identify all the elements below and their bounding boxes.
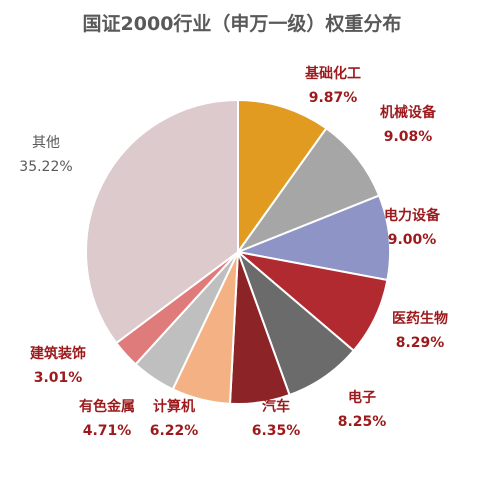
slice-category-label: 建筑装饰 <box>30 345 86 362</box>
slice-category-label: 电力设备 <box>384 207 441 224</box>
slice-label-6: 计算机 6.22% <box>150 398 199 439</box>
slice-category-label: 电子 <box>348 389 376 406</box>
slice-value-label: 8.25% <box>338 414 387 430</box>
slice-category-label: 计算机 <box>153 398 195 415</box>
slice-value-label: 9.87% <box>309 90 358 106</box>
pie-slices <box>85 98 392 405</box>
slice-category-label: 基础化工 <box>305 65 361 82</box>
pie-slice-0 <box>237 98 328 256</box>
chart-title: 国证2000行业（申万一级）权重分布 <box>83 12 402 35</box>
slice-label-1: 机械设备 9.08% <box>380 104 437 145</box>
slice-value-label: 8.29% <box>396 335 445 351</box>
slice-value-label: 9.00% <box>388 232 437 248</box>
slice-category-label: 有色金属 <box>79 398 135 415</box>
slice-label-2: 电力设备 9.00% <box>384 207 441 248</box>
slice-value-label: 4.71% <box>83 423 132 439</box>
slice-category-label: 其他 <box>32 135 60 151</box>
slice-label-5: 汽车 6.35% <box>252 398 301 439</box>
slice-value-label: 3.01% <box>34 370 83 386</box>
slice-label-8: 建筑装饰 3.01% <box>30 345 86 386</box>
slice-label-9: 其他 35.22% <box>19 135 72 175</box>
slice-category-label: 机械设备 <box>380 104 437 121</box>
slice-category-label: 汽车 <box>262 398 290 415</box>
slice-label-3: 医药生物 8.29% <box>392 310 448 351</box>
slice-label-0: 基础化工 9.87% <box>305 65 361 106</box>
slice-label-4: 电子 8.25% <box>338 389 387 430</box>
slice-value-label: 35.22% <box>19 159 72 175</box>
slice-value-label: 6.22% <box>150 423 199 439</box>
pie-slice-9 <box>85 98 239 345</box>
slice-value-label: 9.08% <box>384 129 433 145</box>
slice-category-label: 医药生物 <box>392 310 448 327</box>
slice-value-label: 6.35% <box>252 423 301 439</box>
slice-labels: 基础化工 9.87% 机械设备 9.08% 电力设备 9.00% 医药生物 8.29% 电子 8.… <box>19 65 448 439</box>
slice-label-7: 有色金属 4.71% <box>79 398 135 439</box>
pie-slice-1 <box>235 126 381 255</box>
